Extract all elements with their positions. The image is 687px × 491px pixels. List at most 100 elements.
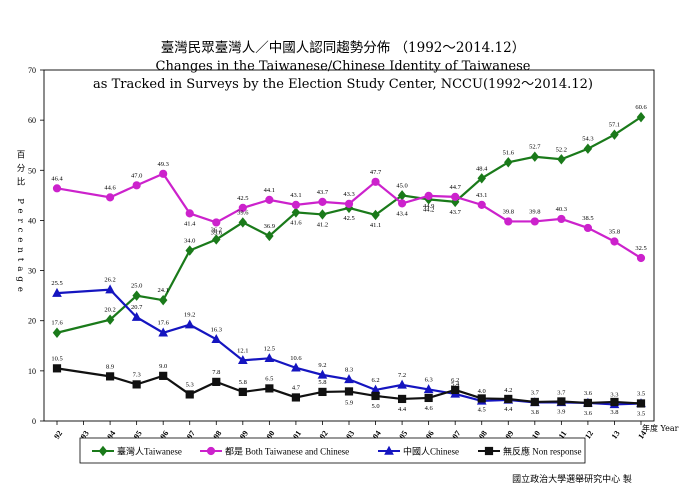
marker-circle xyxy=(583,223,593,233)
marker-diamond xyxy=(610,129,619,140)
x-tick-label: 95 xyxy=(132,429,144,441)
marker-diamond xyxy=(132,290,141,301)
marker-triangle xyxy=(105,284,115,294)
data-label: 12.1 xyxy=(237,347,248,354)
data-label: 5.0 xyxy=(371,403,379,410)
x-tick-label: 12 xyxy=(583,429,595,441)
marker-square xyxy=(504,394,513,404)
marker-diamond xyxy=(238,217,248,228)
data-label: 41.6 xyxy=(290,219,302,226)
data-label: 3.7 xyxy=(531,389,540,396)
x-tick-label: 04 xyxy=(371,429,383,441)
marker-circle xyxy=(371,177,380,186)
marker-triangle xyxy=(158,327,169,337)
marker-circle xyxy=(238,203,247,212)
data-label: 43.4 xyxy=(396,210,408,217)
marker-circle xyxy=(132,181,141,190)
marker-triangle xyxy=(384,445,394,455)
marker-square xyxy=(610,397,619,407)
marker-diamond xyxy=(212,234,221,245)
x-tick-label: 13 xyxy=(610,429,622,441)
marker-circle xyxy=(477,200,486,209)
marker-square xyxy=(530,397,539,407)
data-label: 5.8 xyxy=(239,379,247,386)
data-label: 19.2 xyxy=(184,312,195,319)
data-label: 39.6 xyxy=(237,209,249,216)
marker-circle xyxy=(291,200,301,209)
marker-circle xyxy=(424,191,433,200)
data-label: 54.3 xyxy=(582,136,593,143)
data-label: 4.6 xyxy=(425,405,434,412)
marker-square xyxy=(105,372,115,381)
marker-triangle xyxy=(317,369,328,379)
marker-circle xyxy=(105,193,115,202)
data-label: 7.2 xyxy=(398,372,406,379)
data-label: 4.5 xyxy=(478,406,486,413)
legend-entry: 無反應 Non response xyxy=(503,446,582,457)
data-label: 26.2 xyxy=(104,277,115,284)
data-label: 3.9 xyxy=(557,408,565,415)
marker-square xyxy=(583,398,593,408)
x-tick-label: 97 xyxy=(185,429,197,441)
marker-diamond xyxy=(504,157,513,168)
y-tick-label: 50 xyxy=(28,166,36,175)
chart-title-zh: 臺灣民眾臺灣人／中國人認同趨勢分佈 （1992～2014.12） xyxy=(161,39,525,56)
marker-square xyxy=(212,377,221,386)
y-tick-label: 60 xyxy=(28,116,36,125)
marker-square xyxy=(397,394,407,404)
marker-square xyxy=(371,391,380,401)
series-line-0 xyxy=(56,116,642,334)
marker-diamond xyxy=(557,154,566,165)
data-label: 40.3 xyxy=(556,206,567,213)
marker-diamond xyxy=(158,294,168,306)
data-label: 17.6 xyxy=(157,320,169,327)
data-label: 43.1 xyxy=(476,192,487,199)
data-label: 3.8 xyxy=(531,409,539,416)
x-tick-label: 05 xyxy=(397,429,409,441)
data-label: 57.1 xyxy=(609,122,620,129)
data-label: 46.4 xyxy=(51,175,63,182)
marker-circle xyxy=(451,192,460,201)
y-tick-label: 10 xyxy=(28,367,36,376)
marker-triangle xyxy=(344,374,354,384)
data-label: 4.4 xyxy=(504,406,513,413)
data-label: 6.5 xyxy=(265,375,273,382)
data-label: 41.4 xyxy=(184,220,196,227)
data-label: 39.6 xyxy=(211,229,223,236)
data-label: 3.5 xyxy=(637,410,645,417)
marker-circle xyxy=(504,217,513,226)
data-label: 6.2 xyxy=(371,377,379,384)
marker-diamond xyxy=(636,111,646,123)
x-tick-label: 14 xyxy=(636,429,648,441)
x-tick-label: 98 xyxy=(212,429,224,441)
marker-square xyxy=(424,393,433,403)
data-label: 5.9 xyxy=(345,399,353,406)
legend-box xyxy=(79,437,586,464)
x-tick-label: 08 xyxy=(477,429,489,441)
series-markers xyxy=(52,111,646,409)
data-label: 60.6 xyxy=(635,104,647,111)
data-label: 25.0 xyxy=(131,283,142,290)
x-tick-label: 03 xyxy=(344,429,356,441)
y-tick-label: 30 xyxy=(28,267,36,276)
data-label: 3.6 xyxy=(584,410,593,417)
marker-square xyxy=(238,387,247,397)
marker-circle xyxy=(397,199,407,208)
marker-circle xyxy=(530,217,539,226)
legend-entry: 臺灣人Taiwanese xyxy=(117,446,182,457)
data-label: 10.5 xyxy=(51,355,62,362)
marker-circle xyxy=(52,184,62,193)
data-label: 43.3 xyxy=(343,191,354,198)
data-label: 17.6 xyxy=(51,320,63,327)
marker-square xyxy=(477,394,486,403)
marker-square xyxy=(484,446,494,456)
x-tick-label: 06 xyxy=(424,429,436,441)
marker-circle xyxy=(557,214,566,224)
data-label: 4.2 xyxy=(504,387,512,394)
data-label: 44.7 xyxy=(449,184,461,191)
data-label: 4.0 xyxy=(478,388,486,395)
legend-entry: 都是 Both Taiwanese and Chinese xyxy=(225,447,349,457)
marker-circle xyxy=(212,218,221,227)
data-label: 42.5 xyxy=(343,215,354,222)
